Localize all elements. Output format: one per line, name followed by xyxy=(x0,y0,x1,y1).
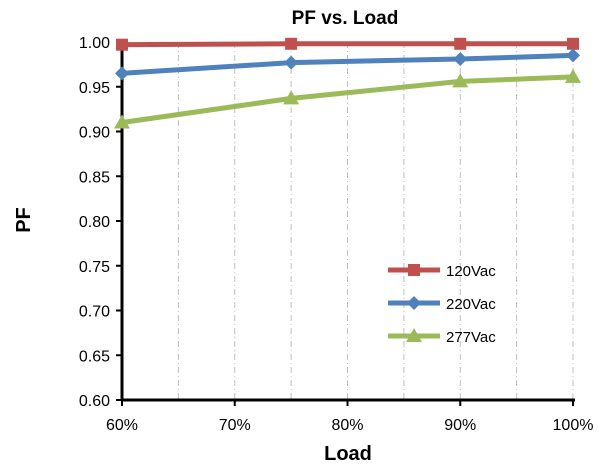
data-point-277Vac xyxy=(565,68,581,83)
y-tick-label: 0.65 xyxy=(79,348,110,365)
y-tick-label: 0.60 xyxy=(79,393,110,410)
x-tick-label: 60% xyxy=(106,417,138,434)
data-point-120Vac xyxy=(116,38,128,51)
x-tick-label: 70% xyxy=(219,417,251,434)
data-point-220Vac xyxy=(453,52,468,67)
series-line-277Vac xyxy=(121,74,574,126)
data-point-277Vac xyxy=(452,73,469,88)
y-tick-label: 0.90 xyxy=(79,125,110,142)
legend-marker-120Vac xyxy=(408,264,420,276)
data-point-277Vac xyxy=(283,90,300,105)
chart-title: PF vs. Load xyxy=(292,8,399,29)
y-tick-label: 0.70 xyxy=(79,304,110,321)
y-axis-title: PF xyxy=(13,207,35,233)
legend-label-277Vac: 277Vac xyxy=(446,329,496,346)
y-tick-label: 0.85 xyxy=(79,169,110,186)
axes xyxy=(116,40,575,406)
series-lines xyxy=(114,37,581,129)
legend-label-220Vac: 220Vac xyxy=(446,296,496,313)
y-tick-label: 0.80 xyxy=(79,214,110,231)
series-line-120Vac xyxy=(121,41,573,48)
x-axis-title: Load xyxy=(324,443,372,465)
data-point-220Vac xyxy=(566,48,580,63)
data-point-120Vac xyxy=(285,37,298,50)
legend: 120Vac 220Vac 277Vac xyxy=(388,263,496,346)
x-tick-label: 80% xyxy=(331,417,363,434)
y-tick-label: 0.75 xyxy=(79,259,110,276)
data-point-120Vac xyxy=(454,37,467,50)
y-tick-label: 1.00 xyxy=(79,35,110,52)
x-tick-label: 90% xyxy=(444,417,476,434)
data-point-277Vac xyxy=(114,114,130,129)
legend-marker-220Vac xyxy=(407,296,421,310)
y-tick-label: 0.95 xyxy=(79,80,110,97)
tick-labels: 0.60 0.65 0.70 0.75 0.80 0.85 0.90 0.95 1.00 60% 7… xyxy=(79,35,594,434)
legend-label-120Vac: 120Vac xyxy=(446,263,496,280)
data-point-220Vac xyxy=(115,66,129,81)
x-tick-label: 100% xyxy=(553,417,594,434)
data-point-120Vac xyxy=(567,37,579,50)
series-line-220Vac xyxy=(121,52,574,76)
grid-lines xyxy=(177,42,574,400)
legend-marker-277Vac xyxy=(406,328,422,342)
data-point-220Vac xyxy=(284,55,299,70)
